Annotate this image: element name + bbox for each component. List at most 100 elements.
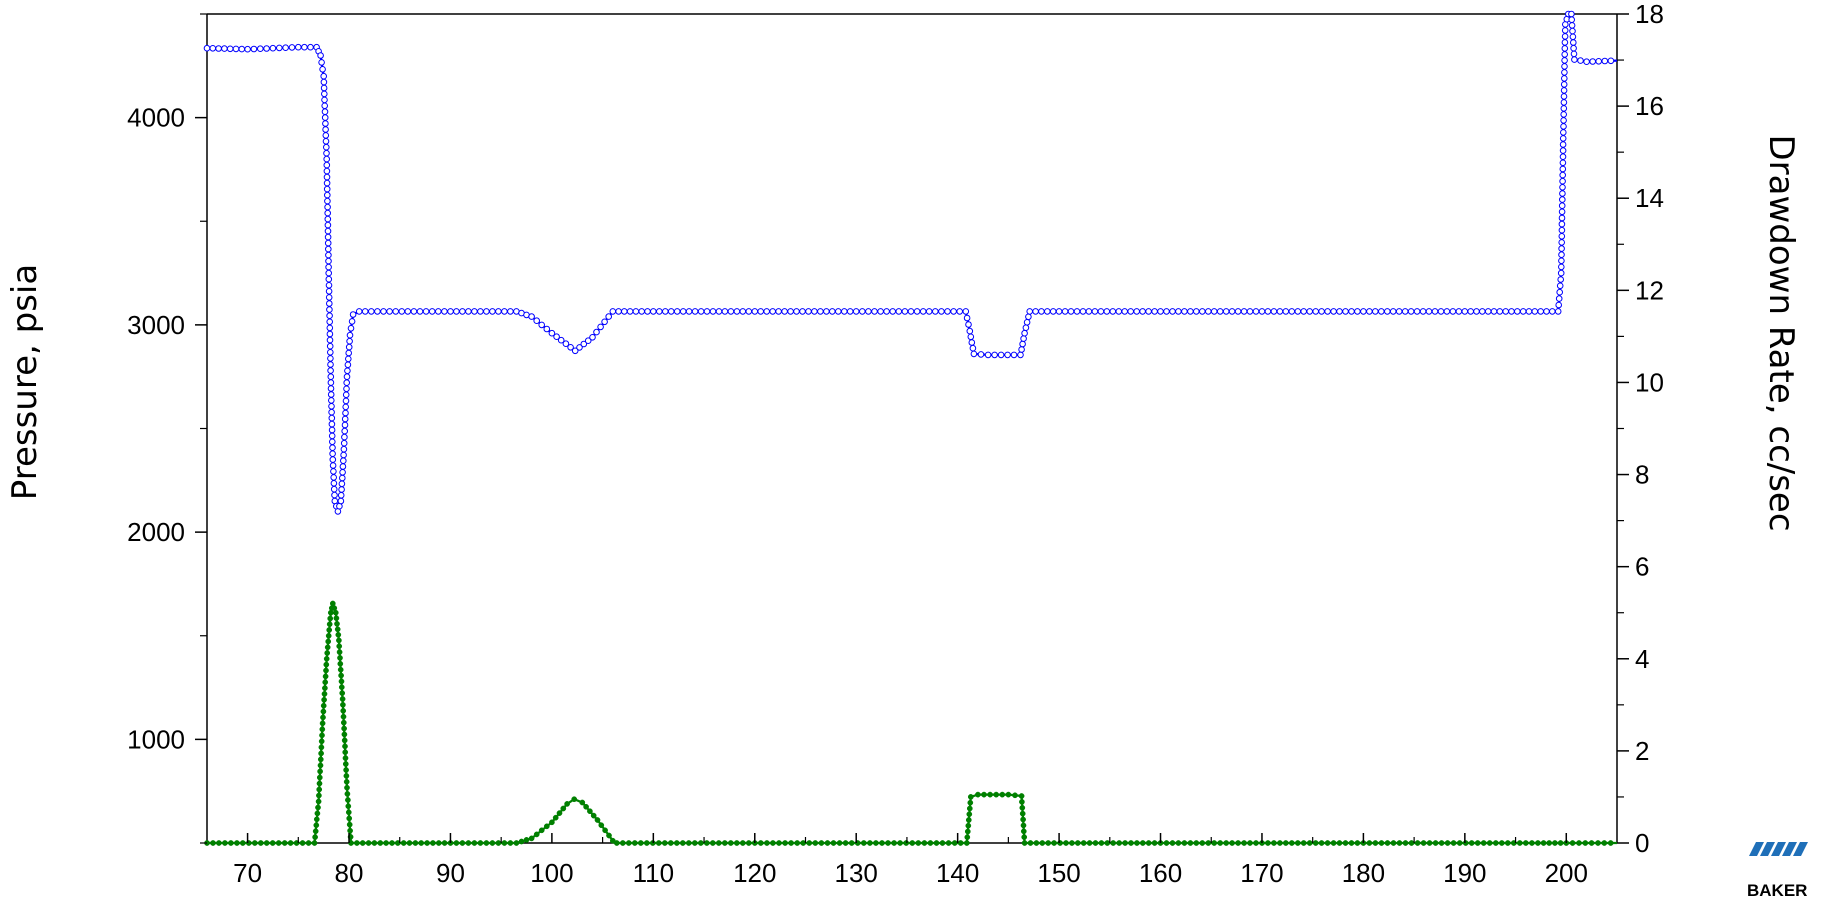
- drawdown-rate-point: [836, 840, 843, 846]
- pressure-point: [1038, 308, 1045, 315]
- x-tick-label: 160: [1139, 858, 1182, 888]
- drawdown-rate-point: [543, 823, 550, 830]
- drawdown-rate-point: [1145, 840, 1152, 846]
- pressure-point: [1324, 308, 1331, 315]
- pressure-point: [347, 325, 355, 332]
- drawdown-rate-point: [1306, 840, 1313, 846]
- pressure-point: [769, 308, 777, 315]
- pressure-point: [324, 191, 331, 199]
- pressure-point: [380, 308, 387, 315]
- drawdown-rate-point: [619, 840, 626, 846]
- pressure-point: [1270, 308, 1278, 315]
- drawdown-rate-point: [909, 840, 916, 846]
- pressure-point: [1568, 10, 1575, 18]
- drawdown-rate-point: [234, 840, 240, 846]
- pressure-point: [324, 227, 332, 235]
- pressure-point: [325, 294, 333, 301]
- drawdown-rate-point: [523, 837, 530, 843]
- baker-logo-mark: [1749, 842, 1808, 856]
- drawdown-rate-point: [323, 661, 330, 668]
- pressure-point: [324, 221, 332, 229]
- drawdown-rate-point: [340, 701, 346, 708]
- pressure-point: [326, 306, 333, 313]
- drawdown-rate-point: [483, 840, 490, 846]
- pressure-point: [1336, 308, 1343, 315]
- pressure-point: [956, 308, 964, 315]
- drawdown-rate-point: [867, 840, 873, 846]
- pressure-point: [324, 239, 332, 247]
- drawdown-rate-point: [598, 822, 605, 829]
- pressure-point: [745, 308, 753, 315]
- pressure-point: [1560, 81, 1568, 88]
- drawdown-rate-point: [337, 660, 344, 667]
- pressure-point: [340, 439, 348, 447]
- pressure-point: [329, 462, 337, 469]
- drawdown-rate-point: [739, 840, 746, 846]
- drawdown-rate-point: [339, 696, 346, 702]
- drawdown-rate-point: [1110, 840, 1117, 846]
- drawdown-rate-point: [453, 840, 460, 846]
- drawdown-rate-point: [1039, 840, 1046, 846]
- drawdown-rate-point: [477, 840, 484, 846]
- drawdown-rate-point: [1051, 840, 1057, 846]
- drawdown-rate-point: [1019, 810, 1026, 817]
- pressure-point: [841, 308, 848, 315]
- drawdown-rate-point: [1330, 840, 1337, 846]
- pressure-point: [1561, 39, 1569, 46]
- pressure-point: [1395, 308, 1403, 315]
- drawdown-rate-point: [1080, 840, 1087, 846]
- drawdown-rate-point: [321, 691, 328, 697]
- drawdown-rate-point: [1522, 840, 1529, 846]
- pressure-point: [977, 351, 985, 358]
- drawdown-rate-point: [818, 840, 825, 846]
- drawdown-rate-point: [400, 840, 407, 846]
- pressure-point: [349, 311, 357, 318]
- drawdown-rate-point: [1229, 840, 1235, 846]
- drawdown-rate-point: [552, 814, 559, 821]
- pressure-point: [1252, 308, 1260, 315]
- pressure-point: [805, 308, 812, 315]
- pressure-point: [1121, 308, 1128, 315]
- plot-frame: [206, 13, 1618, 844]
- pressure-point: [1055, 308, 1063, 315]
- drawdown-rate-point: [1456, 840, 1463, 846]
- pressure-point: [576, 344, 583, 351]
- drawdown-rate-point: [1294, 840, 1301, 846]
- pressure-point: [1558, 226, 1566, 234]
- drawdown-rate-point: [312, 828, 319, 835]
- x-tick-label: 100: [530, 858, 573, 888]
- pressure-point: [1210, 308, 1218, 315]
- drawdown-rate-point: [1529, 840, 1535, 846]
- pressure-point: [548, 329, 556, 337]
- drawdown-rate-point: [967, 799, 974, 806]
- pressure-point: [1559, 135, 1567, 142]
- drawdown-rate-point: [333, 615, 340, 622]
- drawdown-rate-point: [1235, 840, 1241, 846]
- drawdown-rate-point: [1241, 840, 1247, 846]
- pressure-point: [328, 408, 335, 416]
- drawdown-rate-point: [587, 808, 593, 815]
- drawdown-rate-point: [564, 801, 570, 807]
- pressure-point: [1407, 308, 1415, 315]
- x-tick-label: 200: [1545, 858, 1588, 888]
- pressure-point: [327, 373, 335, 381]
- drawdown-rate-series: [204, 600, 1617, 846]
- drawdown-rate-point: [679, 840, 686, 846]
- drawdown-rate-point: [776, 840, 782, 846]
- pressure-point: [1061, 308, 1069, 315]
- pressure-point: [1073, 308, 1081, 315]
- pressure-point: [317, 52, 324, 59]
- drawdown-rate-point: [1546, 840, 1553, 846]
- pressure-point: [919, 308, 927, 315]
- pressure-point: [846, 308, 854, 315]
- drawdown-rate-point: [1033, 840, 1040, 846]
- pressure-point: [1467, 308, 1474, 315]
- drawdown-rate-point: [661, 840, 668, 846]
- pressure-point: [282, 44, 289, 52]
- drawdown-rate-point: [465, 840, 472, 846]
- drawdown-rate-point: [406, 840, 413, 846]
- drawdown-rate-point: [336, 649, 343, 655]
- drawdown-rate-point: [594, 817, 601, 823]
- pressure-point: [295, 43, 302, 51]
- pressure-point: [346, 337, 353, 345]
